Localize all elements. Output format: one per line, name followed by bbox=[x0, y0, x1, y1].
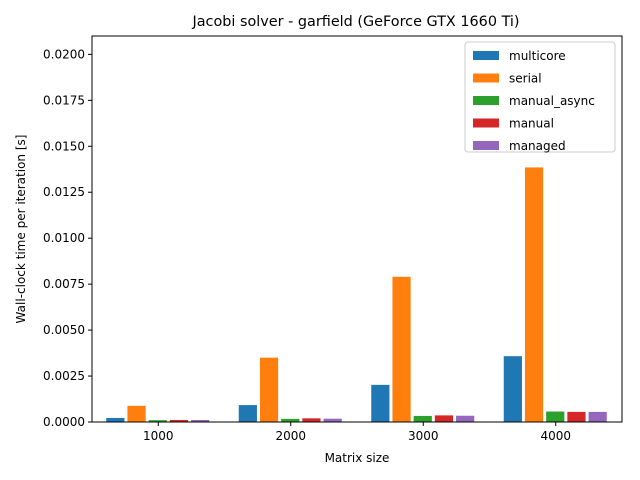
legend-swatch-manual bbox=[473, 118, 499, 128]
bar-serial-3000 bbox=[392, 276, 411, 422]
legend-swatch-serial bbox=[473, 73, 499, 83]
bar-managed-2000 bbox=[323, 418, 342, 422]
bar-multicore-2000 bbox=[238, 405, 257, 422]
legend-label-multicore: multicore bbox=[509, 49, 566, 63]
legend-label-manual: manual bbox=[509, 117, 554, 131]
bar-managed-1000 bbox=[191, 419, 210, 422]
chart-title: Jacobi solver - garfield (GeForce GTX 16… bbox=[191, 14, 519, 30]
x-tick-label: 2000 bbox=[275, 429, 306, 443]
bar-manual-async-1000 bbox=[148, 420, 167, 422]
y-tick-label: 0.0175 bbox=[43, 93, 85, 107]
legend-swatch-manual-async bbox=[473, 96, 499, 105]
legend-label-managed: managed bbox=[509, 139, 566, 153]
y-axis-label: Wall-clock time per iteration [s] bbox=[14, 135, 28, 324]
y-tick-label: 0.0075 bbox=[43, 277, 85, 291]
bar-serial-2000 bbox=[259, 357, 279, 422]
x-tick-label: 3000 bbox=[408, 429, 439, 443]
legend-swatch-multicore bbox=[473, 51, 499, 60]
bar-multicore-4000 bbox=[503, 356, 522, 422]
y-tick-label: 0.0050 bbox=[43, 323, 85, 337]
y-tick-label: 0.0000 bbox=[43, 415, 85, 429]
bar-manual-async-4000 bbox=[546, 411, 565, 422]
y-tick-label: 0.0025 bbox=[43, 369, 85, 383]
bar-serial-1000 bbox=[127, 405, 146, 422]
bar-manual-4000 bbox=[567, 411, 586, 422]
bar-managed-4000 bbox=[588, 411, 607, 422]
bar-manual-2000 bbox=[302, 418, 321, 422]
bar-manual-async-3000 bbox=[413, 415, 432, 422]
y-tick-label: 0.0100 bbox=[43, 231, 85, 245]
y-tick-label: 0.0125 bbox=[43, 185, 85, 199]
y-tick-label: 0.0200 bbox=[43, 47, 85, 61]
bar-manual-1000 bbox=[169, 419, 189, 422]
legend-label-manual-async: manual_async bbox=[509, 94, 595, 108]
legend-swatch-managed bbox=[473, 141, 499, 150]
legend-label-serial: serial bbox=[509, 72, 542, 86]
bar-multicore-1000 bbox=[106, 417, 125, 422]
y-tick-label: 0.0150 bbox=[43, 139, 85, 153]
legend-box bbox=[464, 41, 616, 153]
bar-multicore-3000 bbox=[371, 384, 390, 422]
x-axis-label: Matrix size bbox=[325, 451, 390, 465]
x-tick-label: 4000 bbox=[540, 429, 571, 443]
bar-manual-3000 bbox=[434, 415, 454, 422]
bar-serial-4000 bbox=[524, 167, 544, 422]
axes-frame bbox=[91, 35, 623, 423]
bar-manual-async-2000 bbox=[281, 418, 300, 422]
plot-area: 0.0000 0.0025 0.0050 0.0075 0.0100 0.0125 0.01… bbox=[43, 47, 607, 443]
bar-managed-3000 bbox=[456, 415, 475, 422]
x-tick-label: 1000 bbox=[143, 429, 174, 443]
